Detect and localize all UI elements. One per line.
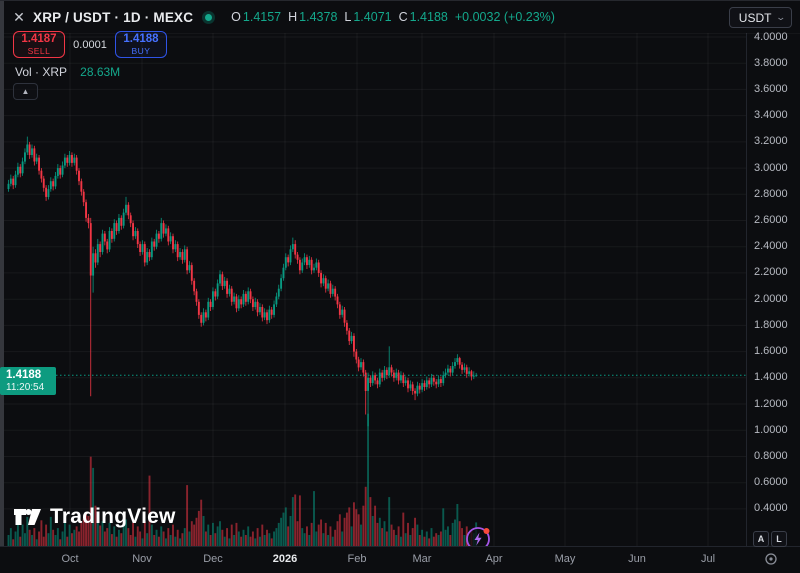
month-tick-label: Jul — [700, 553, 716, 565]
price-axis-border — [746, 33, 747, 547]
close-value: 1.4188 — [409, 10, 448, 24]
buy-label: BUY — [131, 46, 151, 56]
log-scale-button[interactable]: L — [771, 531, 787, 547]
auto-scale-button[interactable]: A — [753, 531, 769, 547]
month-tick-label: Apr — [485, 553, 503, 565]
low-value: 1.4071 — [353, 10, 392, 24]
left-edge-strip — [0, 1, 4, 573]
price-tick-label: 1.4000 — [754, 371, 788, 384]
lightning-icon — [474, 532, 482, 546]
low-label: L — [344, 10, 352, 24]
symbol-title[interactable]: XRP / USDT · 1D · MEXC — [33, 9, 194, 25]
month-tick-label: Oct — [61, 553, 79, 565]
chevron-down-icon: ⌄ — [775, 12, 787, 22]
close-label: C — [398, 10, 408, 24]
change-value: +0.0032 (+0.23%) — [454, 10, 555, 24]
last-price-badge: 1.4188 11:20:54 — [0, 367, 56, 395]
chart-header: ✕ XRP / USDT · 1D · MEXC O 1.4157 H 1.43… — [4, 1, 800, 34]
sell-button[interactable]: 1.4187 SELL — [13, 31, 65, 58]
price-tick-label: 3.8000 — [754, 56, 788, 69]
price-axis[interactable]: 4.0000 3.8000 3.6000 3.4000 3.2000 3.0000 2.80… — [747, 1, 800, 547]
volume-legend: Vol · XRP 28.63M — [15, 65, 120, 79]
sell-label: SELL — [27, 46, 51, 56]
price-tick-label: 1.0000 — [754, 423, 788, 436]
month-tick-label: 2026 — [272, 553, 298, 565]
currency-selector-button[interactable]: USDT ⌄ — [728, 7, 792, 28]
price-tick-label: 1.2000 — [754, 397, 788, 410]
close-icon[interactable]: ✕ — [13, 8, 25, 25]
month-tick-label: Mar — [412, 553, 432, 565]
tradingview-watermark[interactable]: TradingView — [13, 505, 176, 529]
price-tick-label: 3.2000 — [754, 135, 788, 148]
open-value: 1.4157 — [242, 10, 282, 24]
time-axis[interactable]: Oct Nov Dec 2026 Feb Mar Apr May Jun Jul — [0, 546, 800, 573]
trade-panel: 1.4187 SELL 0.0001 1.4188 BUY — [13, 31, 167, 58]
month-tick-label: Dec — [203, 553, 223, 565]
ohlc-legend: O 1.4157 H 1.4378 L 1.4071 C 1.4188 +0.0… — [224, 10, 555, 24]
price-tick-label: 1.8000 — [754, 318, 788, 331]
sell-price: 1.4187 — [21, 32, 57, 45]
timezone-target-icon[interactable] — [764, 552, 778, 566]
price-tick-label: 3.4000 — [754, 109, 788, 122]
price-tick-label: 2.2000 — [754, 266, 788, 279]
price-tick-label: 2.8000 — [754, 187, 788, 200]
spread-value: 0.0001 — [73, 38, 107, 51]
market-status-dot-icon[interactable] — [205, 13, 213, 21]
volume-label: Vol · XRP — [15, 65, 67, 79]
price-tick-label: 0.8000 — [754, 449, 788, 462]
open-label: O — [231, 10, 241, 24]
legend-collapse-button[interactable]: ▲ — [13, 83, 38, 100]
volume-value: 28.63M — [80, 65, 121, 79]
price-tick-label: 1.6000 — [754, 345, 788, 358]
notification-dot-icon — [483, 528, 490, 534]
month-tick-label: Nov — [132, 553, 152, 565]
bar-countdown: 11:20:54 — [6, 382, 45, 393]
price-tick-label: 2.4000 — [754, 240, 788, 253]
price-tick-label: 3.6000 — [754, 82, 788, 95]
tradingview-logo-icon — [14, 509, 41, 525]
month-tick-label: May — [554, 553, 576, 565]
month-tick-label: Feb — [347, 553, 367, 565]
price-tick-label: 2.0000 — [754, 292, 788, 305]
price-tick-label: 3.0000 — [754, 161, 788, 174]
price-tick-label: 0.4000 — [754, 502, 788, 515]
buy-button[interactable]: 1.4188 BUY — [115, 31, 167, 58]
high-label: H — [288, 10, 298, 24]
currency-label: USDT — [738, 10, 772, 25]
chevron-up-icon: ▲ — [21, 87, 30, 96]
chart-pane[interactable] — [4, 33, 746, 548]
tradingview-wordmark: TradingView — [50, 505, 176, 528]
month-tick-label: Jun — [628, 553, 646, 565]
price-tick-label: 4.0000 — [754, 30, 788, 43]
last-price-value: 1.4188 — [6, 369, 42, 381]
price-tick-label: 2.6000 — [754, 214, 788, 226]
buy-price: 1.4188 — [123, 32, 159, 45]
high-value: 1.4378 — [299, 10, 338, 24]
price-tick-label: 0.6000 — [754, 476, 788, 489]
candlestick-chart[interactable] — [4, 33, 746, 548]
